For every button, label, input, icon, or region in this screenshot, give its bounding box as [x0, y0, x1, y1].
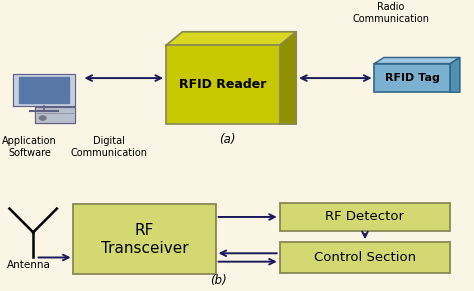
- Polygon shape: [374, 58, 460, 63]
- Circle shape: [39, 116, 46, 120]
- Text: Application
Software: Application Software: [2, 136, 57, 158]
- Text: RFID Tag: RFID Tag: [385, 73, 440, 83]
- Polygon shape: [19, 77, 69, 103]
- FancyBboxPatch shape: [166, 45, 280, 124]
- Text: RF Detector: RF Detector: [326, 210, 404, 223]
- Polygon shape: [166, 32, 296, 45]
- Text: Antenna: Antenna: [7, 260, 50, 270]
- Polygon shape: [35, 107, 75, 123]
- Polygon shape: [450, 58, 460, 92]
- Text: RFID Reader: RFID Reader: [179, 78, 266, 91]
- FancyBboxPatch shape: [280, 203, 450, 231]
- Polygon shape: [13, 74, 75, 106]
- FancyBboxPatch shape: [73, 204, 216, 274]
- FancyBboxPatch shape: [374, 63, 450, 92]
- Polygon shape: [280, 32, 296, 124]
- Text: Radio
Communication: Radio Communication: [353, 2, 429, 24]
- Text: (a): (a): [219, 133, 236, 146]
- Text: (b): (b): [210, 274, 227, 287]
- Text: Control Section: Control Section: [314, 251, 416, 264]
- Text: RF
Transceiver: RF Transceiver: [101, 223, 188, 255]
- Text: Digital
Communication: Digital Communication: [71, 136, 147, 158]
- FancyBboxPatch shape: [280, 242, 450, 273]
